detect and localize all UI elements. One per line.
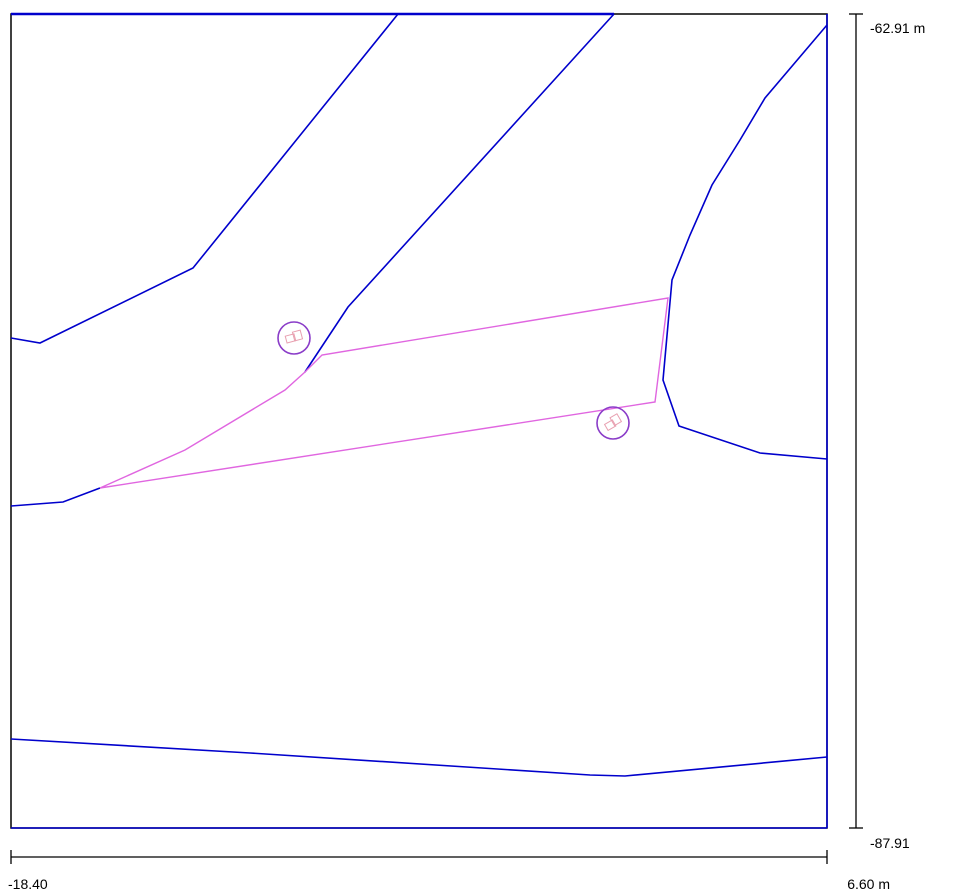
x-left-label: -18.40: [8, 876, 48, 892]
parcel-line-4: [10, 487, 101, 507]
parcel-line-5: [10, 738, 828, 777]
point-marker-icon[interactable]: [596, 406, 630, 440]
parcel-line-3: [662, 24, 828, 460]
y-bottom-label: -87.91: [870, 835, 910, 851]
selected-parcel[interactable]: [99, 297, 669, 489]
point-marker-ring: [277, 321, 311, 355]
vertical-scale-bar: [849, 13, 863, 829]
point-marker-icon[interactable]: [277, 321, 311, 355]
point-marker-glyph: [609, 413, 623, 427]
selected-parcel-outline[interactable]: [99, 297, 669, 489]
point-marker-ring: [596, 406, 630, 440]
map-frame: [10, 13, 828, 829]
x-right-label: 6.60 m: [847, 876, 890, 892]
point-marker-glyph: [291, 329, 304, 342]
boundary-lines: [10, 12, 828, 829]
horizontal-scale-bar: [10, 850, 828, 864]
y-top-label: -62.91 m: [870, 20, 925, 36]
parcel-line-2: [304, 13, 615, 373]
point-marker-glyph: [603, 419, 617, 432]
point-marker-glyph: [284, 333, 297, 344]
parcel-line-1: [10, 13, 399, 344]
